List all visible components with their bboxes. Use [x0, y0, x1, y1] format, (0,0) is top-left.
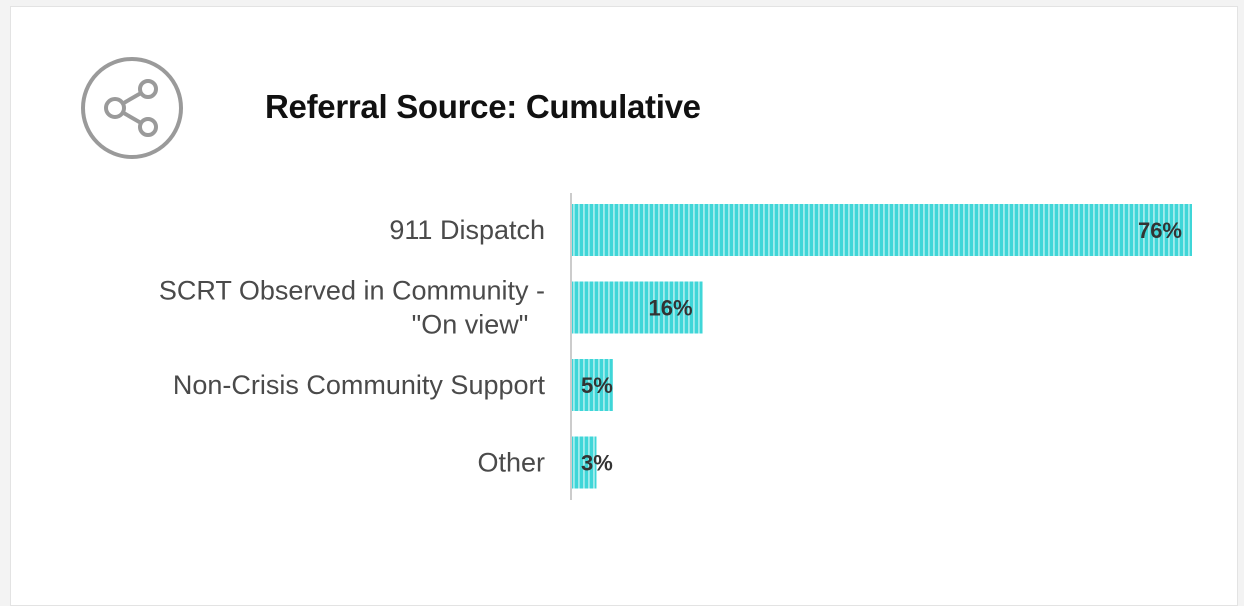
bar-chart: 911 Dispatch SCRT Observed in Community -…	[159, 193, 1192, 500]
bar-1	[572, 281, 703, 334]
category-label: 911 Dispatch	[389, 215, 545, 245]
category-label: Other	[477, 448, 545, 478]
category-label: SCRT Observed in Community -"On view"	[159, 276, 545, 340]
chart-title: Referral Source: Cumulative	[265, 88, 701, 125]
value-label: 3%	[581, 451, 613, 476]
value-label: 5%	[581, 373, 613, 398]
value-label: 76%	[1138, 218, 1182, 243]
bar-2	[572, 359, 613, 411]
category-label: Non-Crisis Community Support	[173, 370, 546, 400]
bar-0	[572, 204, 1192, 256]
share-icon	[80, 56, 184, 160]
value-label: 16%	[648, 296, 692, 321]
bar-3	[572, 436, 597, 489]
